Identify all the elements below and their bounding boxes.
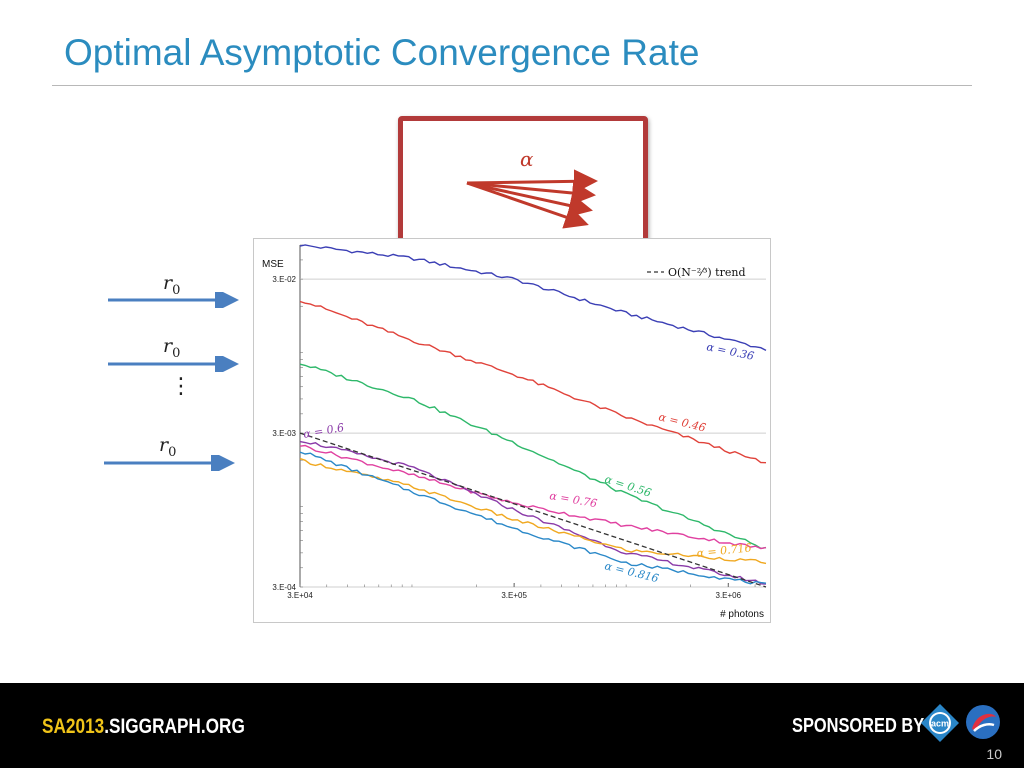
- alpha-arrow-2: [466, 181, 596, 205]
- alpha-arrow-3: [466, 181, 593, 218]
- series-line-a036: [299, 244, 767, 352]
- siggraph-logo-icon: [966, 705, 1000, 739]
- x-tick-label: 3.E+04: [287, 591, 313, 600]
- y-tick-label: 3.E-02: [272, 275, 296, 284]
- series-line-trend: [299, 432, 767, 588]
- legend-trend-label: O(N⁻²⁄³) trend: [668, 266, 746, 279]
- series-label-a046: α = 0.46̄: [657, 410, 707, 434]
- svg-text:acm: acm: [931, 719, 949, 729]
- slide-title: Optimal Asymptotic Convergence Rate: [64, 32, 700, 73]
- series-label-a076: α = 0.76̄: [548, 489, 598, 510]
- series-label-a0716: α = 0.716̄: [696, 541, 752, 560]
- y-tick-label: 3.E-04: [272, 583, 296, 592]
- y-axis-label: MSE: [262, 259, 284, 270]
- x-tick-label: 3.E+06: [716, 591, 742, 600]
- alpha-arrows-fan: [466, 169, 598, 229]
- r0-arrow-1: [108, 292, 239, 308]
- chart-canvas: 3.E-02 3.E-03 3.E-043.E+04 3.E+05 3.E+06 MSE #…: [262, 244, 767, 620]
- r0-arrow-2: [108, 356, 239, 372]
- series-line-a06: [299, 440, 767, 585]
- series-label-a056: α = 0.56̄: [603, 472, 653, 499]
- series-label-a036: α = 0.36̄: [705, 340, 755, 363]
- title-divider: [52, 85, 972, 86]
- ellipsis: ⋮: [170, 374, 192, 399]
- r0-arrow-3: [104, 455, 235, 471]
- page-number: 10: [986, 746, 1002, 762]
- site-logo-text: SA2013.SIGGRAPH.ORG: [42, 715, 245, 738]
- mse-convergence-chart: 3.E-02 3.E-03 3.E-04 3.E+04 3.E+05 3.E+06 MSE #…: [253, 238, 771, 623]
- x-axis-label: # photons: [720, 609, 764, 620]
- series-label-a06: α = 0.6̄: [302, 421, 345, 441]
- x-tick-label: 3.E+05: [501, 591, 527, 600]
- series-line-a076: [299, 444, 767, 550]
- series-line-a0816: [299, 451, 767, 585]
- series-label-a0816: α = 0.816̄: [603, 559, 660, 585]
- r0-label-2: r0: [163, 335, 181, 361]
- footer-bar: SA2013.SIGGRAPH.ORG SPONSORED BY acm 10: [0, 683, 1024, 768]
- alpha-direction-box: α: [398, 116, 648, 246]
- series-line-a046: [299, 300, 767, 464]
- alpha-arrow-1: [466, 169, 598, 194]
- series-line-a056: [299, 363, 767, 550]
- sponsored-by-label: SPONSORED BY: [792, 715, 925, 737]
- alpha-arrow-4: [466, 181, 589, 229]
- series-line-a0716: [299, 457, 767, 565]
- r0-label-1: r0: [163, 272, 181, 298]
- alpha-label: α: [520, 147, 534, 171]
- y-tick-label: 3.E-03: [272, 429, 296, 438]
- r0-label-3: r0: [159, 434, 177, 460]
- acm-logo-icon: acm: [921, 704, 959, 742]
